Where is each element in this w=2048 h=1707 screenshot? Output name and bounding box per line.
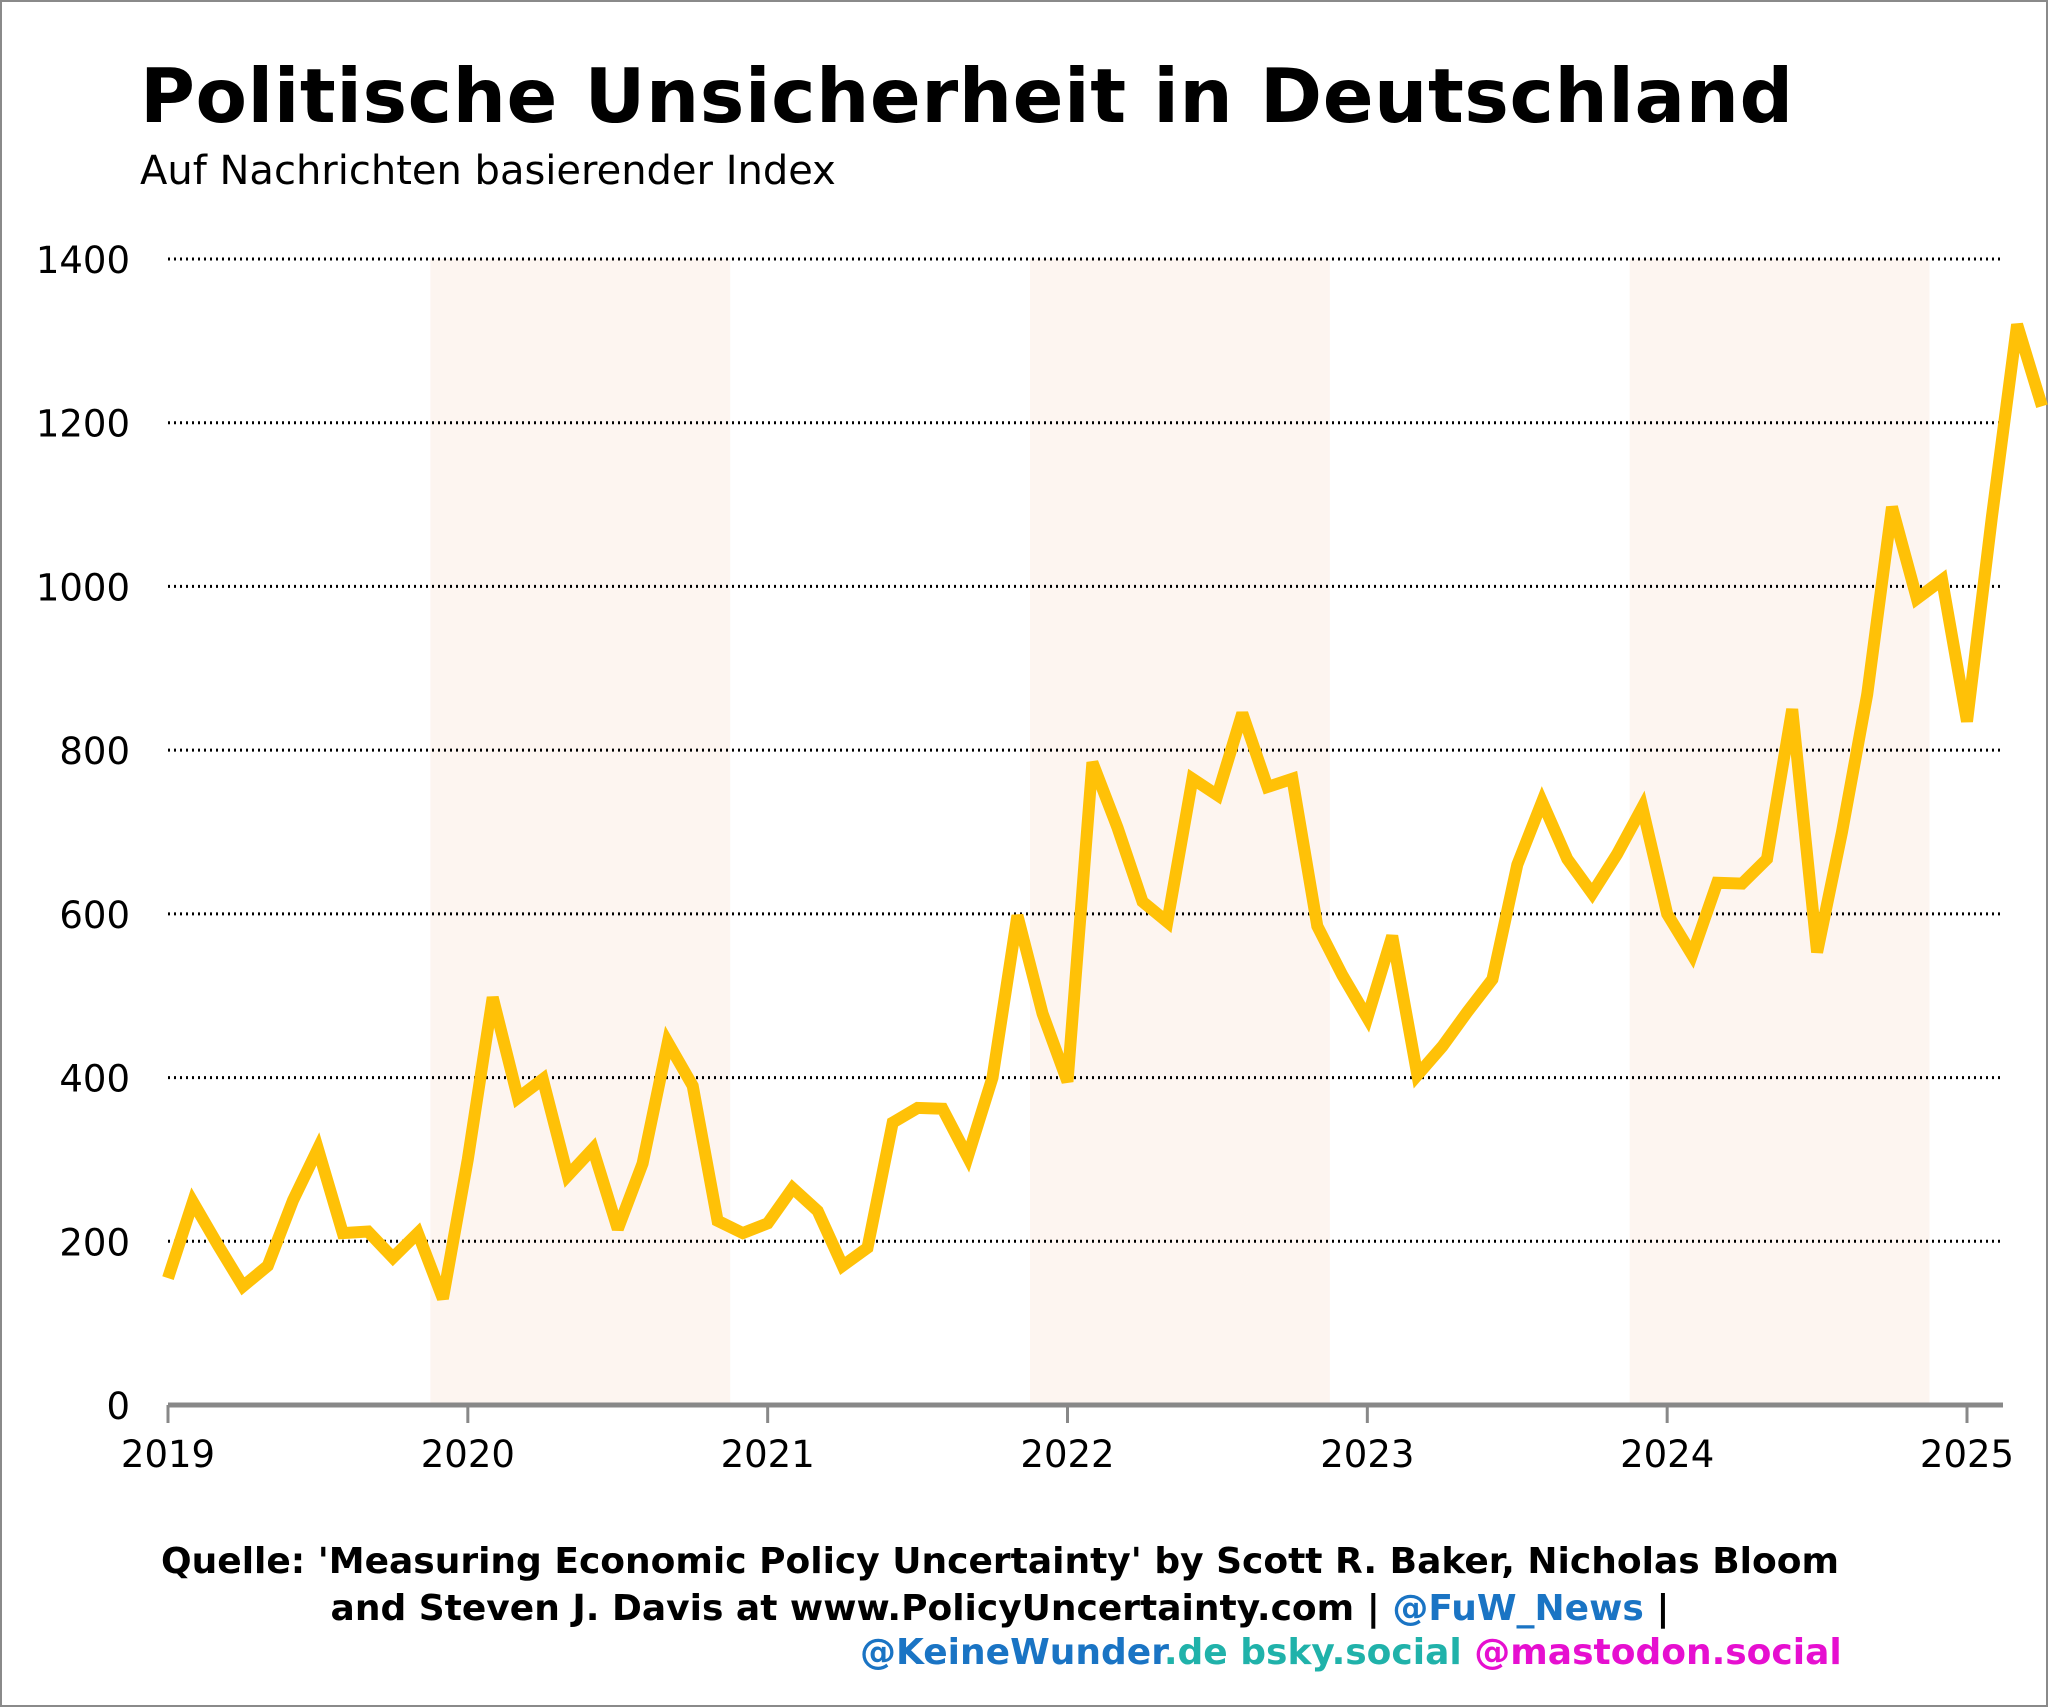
y-tick-label-800: 800 (59, 730, 130, 773)
source-line-2: and Steven J. Davis at www.PolicyUncerta… (0, 1585, 2000, 1632)
x-tick-label-2023: 2023 (1320, 1433, 1414, 1476)
social-handles: @KeineWunder.de bsky.social @mastodon.so… (860, 1632, 1842, 1673)
bsky-social-link[interactable]: bsky.social (1240, 1632, 1462, 1673)
x-tick-label-2019: 2019 (121, 1433, 215, 1476)
chart-title: Politische Unsicherheit in Deutschland (140, 52, 1794, 140)
y-tick-label-1400: 1400 (36, 239, 130, 282)
y-tick-label-1000: 1000 (36, 566, 130, 609)
shaded-band-2 (1629, 259, 1930, 1405)
chart-subtitle: Auf Nachrichten basierender Index (140, 148, 836, 194)
series-line-politische-unsicherheit (162, 322, 2048, 1301)
x-tick-label-2024: 2024 (1620, 1433, 1714, 1476)
source-line-1: Quelle: 'Measuring Economic Policy Uncer… (161, 1541, 1839, 1582)
source-line-2-text: and Steven J. Davis at www.PolicyUncerta… (330, 1588, 1380, 1629)
y-axis-ticks: 0 200 400 600 800 1000 1200 1400 (36, 239, 130, 1428)
x-tick-label-2022: 2022 (1020, 1433, 1114, 1476)
y-tick-label-400: 400 (59, 1058, 130, 1101)
y-tick-label-200: 200 (59, 1221, 130, 1264)
y-tick-label-0: 0 (106, 1385, 130, 1428)
y-tick-label-600: 600 (59, 894, 130, 937)
keinewunder-domain[interactable]: .de (1163, 1632, 1228, 1673)
x-tick-label-2025: 2025 (1920, 1433, 2014, 1476)
shaded-band-0 (430, 259, 731, 1405)
shaded-periods (430, 259, 1930, 1405)
source-separator: | (1656, 1588, 1670, 1629)
keinewunder-handle-link[interactable]: @KeineWunder (860, 1632, 1164, 1673)
mastodon-social-link[interactable]: @mastodon.social (1474, 1632, 1842, 1673)
x-tick-label-2021: 2021 (721, 1433, 815, 1476)
fuw-news-handle-link[interactable]: @FuW_News (1392, 1588, 1644, 1629)
x-axis-ticks: 2019 2020 2021 2022 2023 2024 2025 (121, 1405, 2014, 1476)
source-note: Quelle: 'Measuring Economic Policy Uncer… (0, 1538, 2000, 1632)
x-tick-label-2020: 2020 (421, 1433, 515, 1476)
y-tick-label-1200: 1200 (36, 403, 130, 446)
